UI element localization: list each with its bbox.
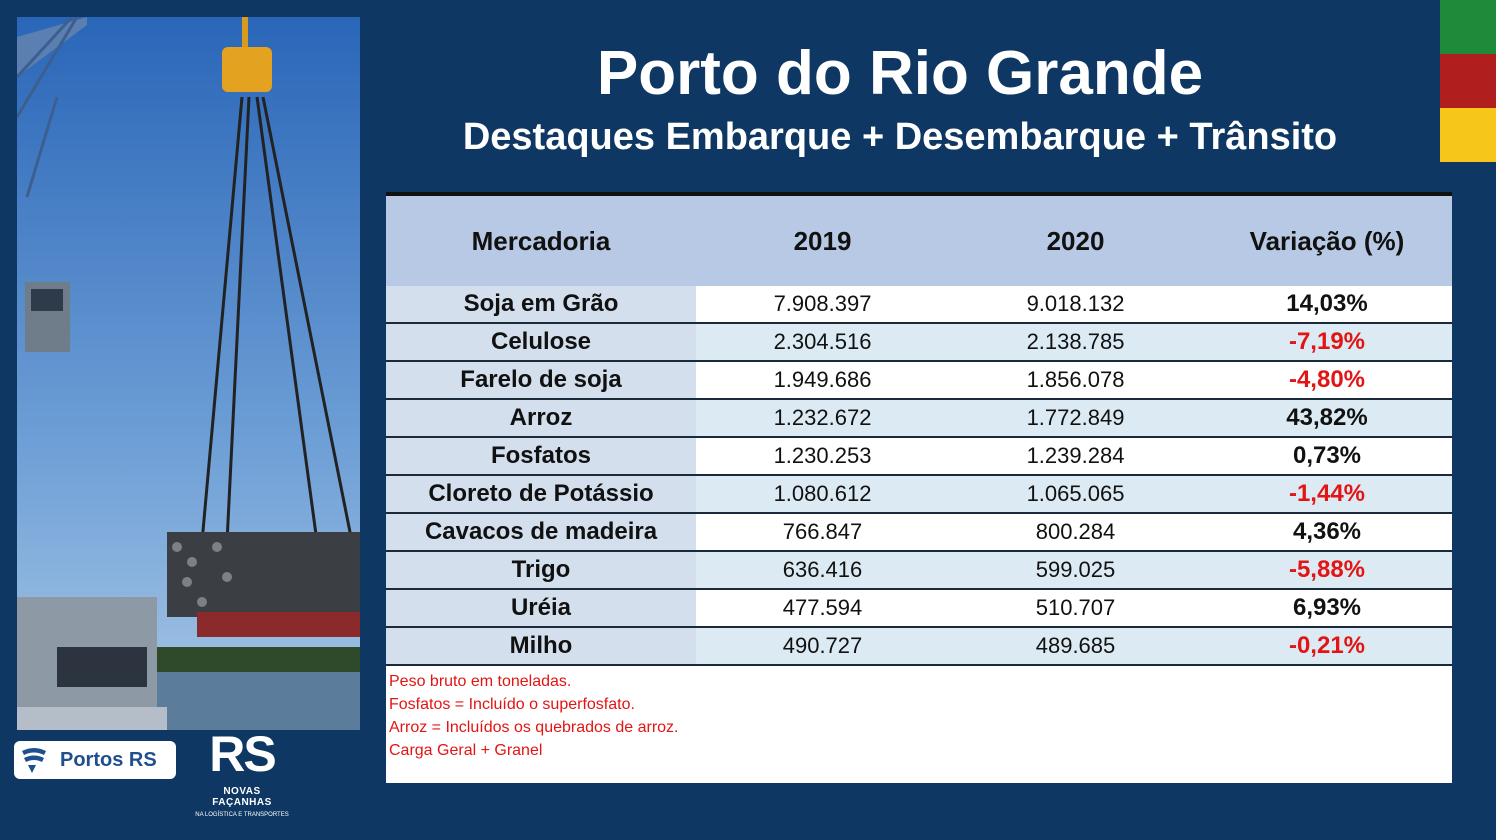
cell-variacao: 0,73%	[1202, 437, 1452, 476]
header-mercadoria: Mercadoria	[386, 196, 696, 286]
gov-rs-tagline: NOVAS FAÇANHAS	[212, 786, 272, 808]
cell-mercadoria: Trigo	[386, 551, 696, 590]
cell-mercadoria: Farelo de soja	[386, 361, 696, 400]
cell-variacao: -7,19%	[1202, 323, 1452, 362]
cargo-table: Mercadoria 2019 2020 Variação (%) Soja e…	[386, 196, 1452, 666]
cell-variacao: 14,03%	[1202, 286, 1452, 324]
table-row: Arroz 1.232.672 1.772.849 43,82%	[386, 399, 1452, 438]
cell-2020: 599.025	[949, 551, 1202, 590]
portos-wave-icon	[22, 748, 46, 773]
table-row: Fosfatos 1.230.253 1.239.284 0,73%	[386, 437, 1452, 476]
cell-2019: 7.908.397	[696, 286, 949, 324]
table-header-row: Mercadoria 2019 2020 Variação (%)	[386, 196, 1452, 286]
cell-2019: 477.594	[696, 589, 949, 628]
cell-2020: 1.239.284	[949, 437, 1202, 476]
table-row: Uréia 477.594 510.707 6,93%	[386, 589, 1452, 628]
cell-mercadoria: Milho	[386, 627, 696, 666]
table-footnotes: Peso bruto em toneladas. Fosfatos = Incl…	[389, 670, 709, 762]
table-row: Farelo de soja 1.949.686 1.856.078 -4,80…	[386, 361, 1452, 400]
cell-2019: 636.416	[696, 551, 949, 590]
cell-2020: 489.685	[949, 627, 1202, 666]
cell-2019: 1.230.253	[696, 437, 949, 476]
footnote: Peso bruto em toneladas.	[389, 673, 572, 690]
cell-variacao: 6,93%	[1202, 589, 1452, 628]
cell-variacao: -4,80%	[1202, 361, 1452, 400]
header-2020: 2020	[949, 196, 1202, 286]
gov-rs-subtagline: NA LOGÍSTICA E TRANSPORTES	[195, 812, 289, 818]
cell-variacao: -5,88%	[1202, 551, 1452, 590]
cell-2020: 1.065.065	[949, 475, 1202, 514]
cell-2020: 510.707	[949, 589, 1202, 628]
cell-2020: 1.772.849	[949, 399, 1202, 438]
table-row: Celulose 2.304.516 2.138.785 -7,19%	[386, 323, 1452, 362]
cell-2020: 800.284	[949, 513, 1202, 552]
cell-mercadoria: Soja em Grão	[386, 286, 696, 324]
cargo-table-container: Mercadoria 2019 2020 Variação (%) Soja e…	[386, 192, 1452, 783]
gov-rs-mark: RS	[209, 726, 276, 782]
cell-2019: 1.080.612	[696, 475, 949, 514]
cell-2020: 2.138.785	[949, 323, 1202, 362]
cell-2019: 2.304.516	[696, 323, 949, 362]
cell-variacao: -0,21%	[1202, 627, 1452, 666]
footnote: Fosfatos = Incluído o superfosfato.	[389, 696, 635, 713]
page-title: Porto do Rio Grande	[596, 39, 1204, 108]
cell-2019: 1.949.686	[696, 361, 949, 400]
table-row: Milho 490.727 489.685 -0,21%	[386, 627, 1452, 666]
cell-mercadoria: Celulose	[386, 323, 696, 362]
footnote: Arroz = Incluídos os quebrados de arroz.	[389, 719, 679, 736]
cell-mercadoria: Arroz	[386, 399, 696, 438]
flag-green-stripe	[1440, 0, 1496, 54]
table-row: Trigo 636.416 599.025 -5,88%	[386, 551, 1452, 590]
footnote: Carga Geral + Granel	[389, 742, 543, 759]
cell-variacao: -1,44%	[1202, 475, 1452, 514]
flag-yellow-stripe	[1440, 108, 1496, 162]
cell-2020: 1.856.078	[949, 361, 1202, 400]
portos-rs-logo-text: Portos RS	[60, 748, 157, 771]
table-row: Cloreto de Potássio 1.080.612 1.065.065 …	[386, 475, 1452, 514]
cell-2019: 766.847	[696, 513, 949, 552]
cell-mercadoria: Cloreto de Potássio	[386, 475, 696, 514]
cell-2019: 490.727	[696, 627, 949, 666]
rs-flag	[1440, 0, 1496, 162]
table-row: Soja em Grão 7.908.397 9.018.132 14,03%	[386, 286, 1452, 324]
portos-rs-logo: Portos RS	[14, 741, 176, 779]
cell-2019: 1.232.672	[696, 399, 949, 438]
header-2019: 2019	[696, 196, 949, 286]
cell-mercadoria: Uréia	[386, 589, 696, 628]
cell-variacao: 43,82%	[1202, 399, 1452, 438]
header-variacao: Variação (%)	[1202, 196, 1452, 286]
gov-rs-logo: RS NOVAS FAÇANHAS NA LOGÍSTICA E TRANSPO…	[192, 728, 292, 823]
cell-mercadoria: Fosfatos	[386, 437, 696, 476]
flag-red-stripe	[1440, 54, 1496, 108]
page-subtitle: Destaques Embarque + Desembarque + Trâns…	[462, 116, 1338, 158]
cell-variacao: 4,36%	[1202, 513, 1452, 552]
table-row: Cavacos de madeira 766.847 800.284 4,36%	[386, 513, 1452, 552]
cell-2020: 9.018.132	[949, 286, 1202, 324]
cell-mercadoria: Cavacos de madeira	[386, 513, 696, 552]
crane-photo	[17, 17, 360, 730]
